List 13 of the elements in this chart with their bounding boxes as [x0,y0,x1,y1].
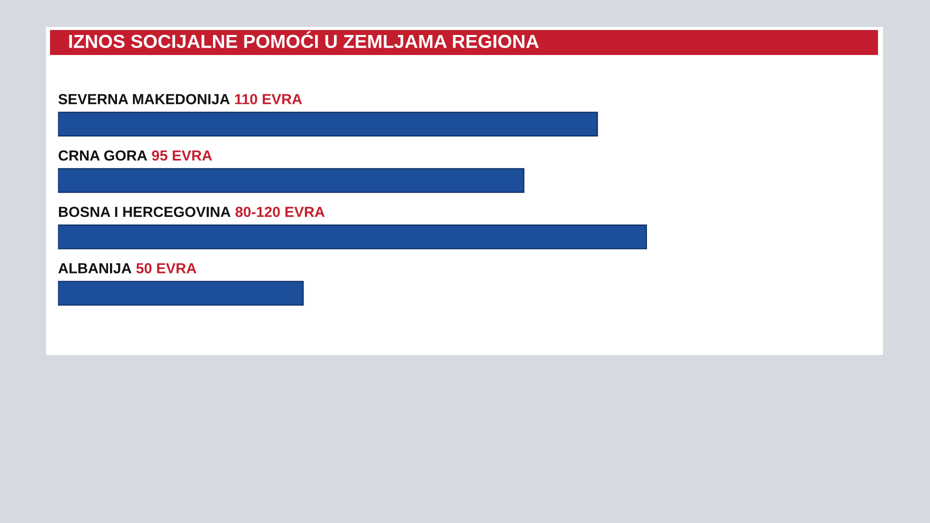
chart-title: IZNOS SOCIJALNE POMOĆI U ZEMLJAMA REGIONA [69,31,539,48]
bar [58,168,524,193]
y-tick-label: CRNA GORA [58,150,147,161]
data-label: 95 EVRA [152,150,212,161]
y-tick-label: BOSNA I HERCEGOVINA [58,206,230,218]
y-tick-label: ALBANIJA [58,263,132,274]
bar [58,280,304,306]
bar [58,224,647,250]
data-label: 80-120 EVRA [235,206,325,218]
data-label: 50 EVRA [136,263,196,274]
y-tick-label: SEVERNA MAKEDONIJA [58,94,230,104]
bar [58,112,598,137]
data-label: 110 EVRA [235,94,302,104]
